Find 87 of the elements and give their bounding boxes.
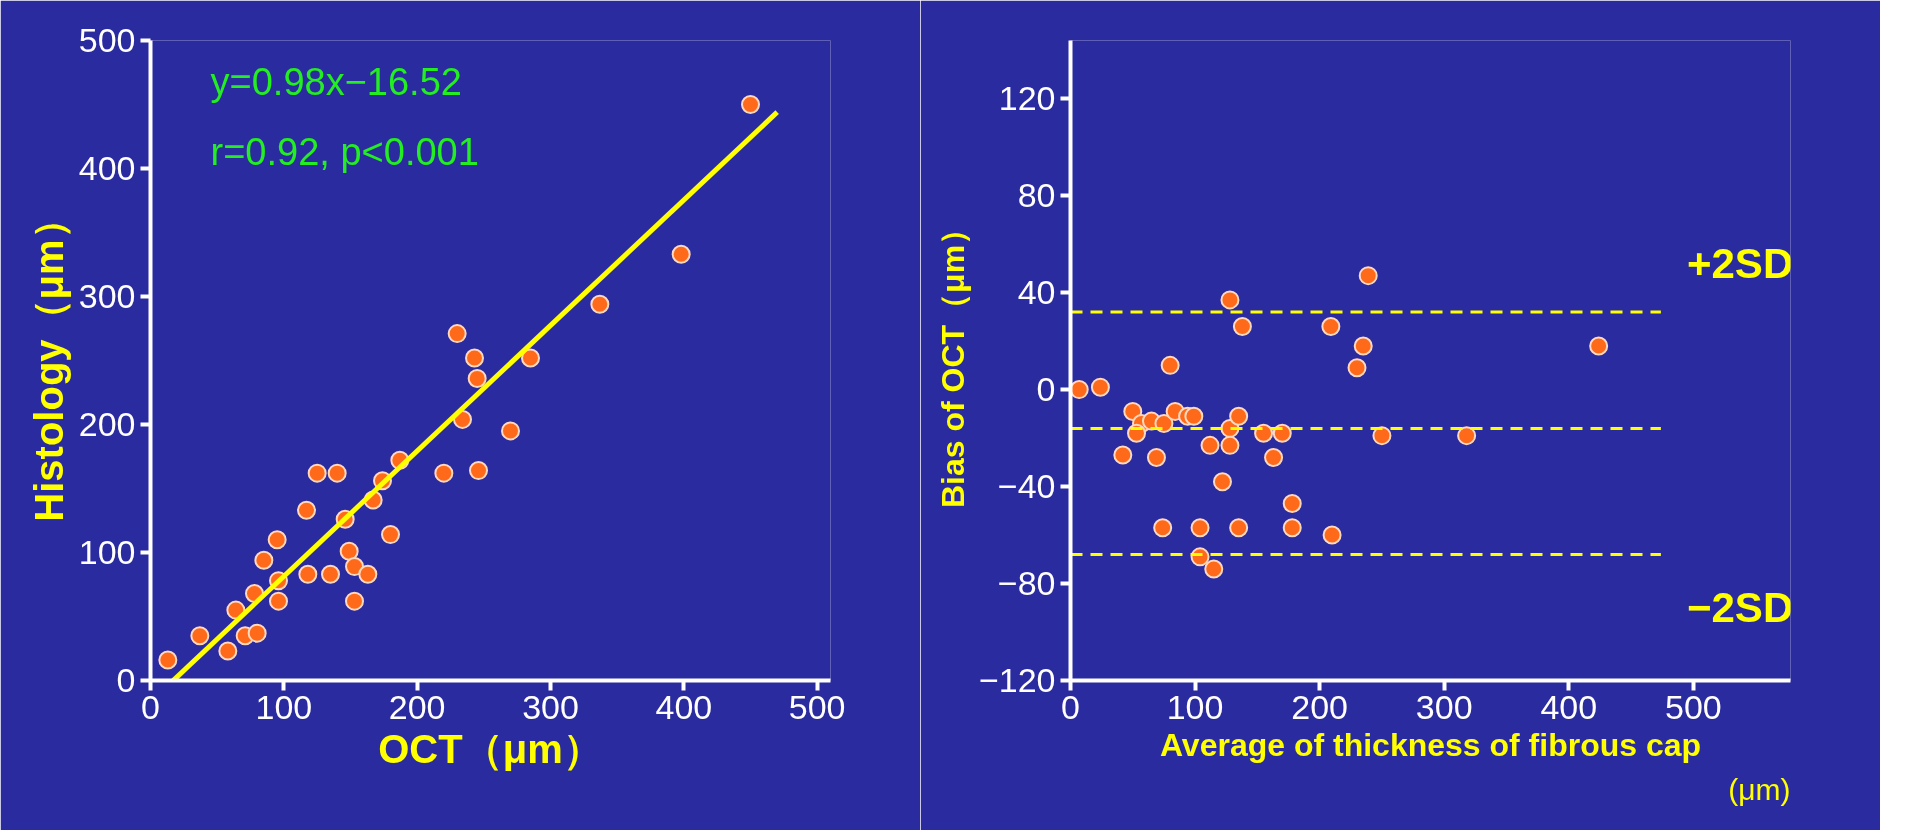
x-tick-label: 300 xyxy=(1415,687,1473,726)
point xyxy=(1070,380,1089,400)
x-axis-title: Average of thickness of fibrous cap xyxy=(1159,726,1702,763)
point xyxy=(1353,336,1373,356)
point xyxy=(1232,317,1252,337)
point xyxy=(1282,494,1302,514)
y-tick-label: −80 xyxy=(997,564,1056,603)
y-tick-label: 300 xyxy=(78,277,136,315)
y-tick-label: 200 xyxy=(78,405,136,443)
point xyxy=(1589,336,1609,356)
point xyxy=(254,550,274,570)
point xyxy=(1204,559,1224,579)
point xyxy=(1220,435,1240,455)
point xyxy=(327,463,347,483)
x-tick-label: 200 xyxy=(388,687,446,726)
point xyxy=(1212,472,1232,492)
point xyxy=(218,641,238,661)
point xyxy=(1220,290,1240,310)
x-tick-label: 500 xyxy=(1664,687,1722,726)
y-tick-label: −40 xyxy=(997,467,1056,506)
point xyxy=(469,461,488,481)
point xyxy=(1146,447,1166,467)
point xyxy=(447,324,467,344)
point xyxy=(1321,317,1341,337)
point xyxy=(1372,426,1392,446)
y-tick-label: 40 xyxy=(1017,273,1056,312)
y-axis-title: Bias of OCT（μm） xyxy=(934,212,971,509)
point xyxy=(590,294,610,314)
point xyxy=(467,368,487,388)
point xyxy=(358,564,378,584)
point xyxy=(298,564,318,584)
x-tick-label: 100 xyxy=(255,687,313,726)
point xyxy=(1113,445,1133,465)
x-tick-label: 500 xyxy=(788,687,846,726)
x-tick-label: 0 xyxy=(1061,687,1080,726)
point xyxy=(190,626,210,646)
y-tick-label: 120 xyxy=(998,79,1056,118)
point xyxy=(1254,423,1274,443)
point xyxy=(345,557,364,577)
point xyxy=(307,463,327,483)
point xyxy=(521,348,540,368)
y-axis-title: Histology（μm） xyxy=(26,199,71,522)
point xyxy=(1229,518,1249,538)
y-tick-label: 0 xyxy=(116,661,136,699)
point xyxy=(158,650,178,670)
point xyxy=(741,95,760,114)
y-tick-label: 400 xyxy=(78,149,136,187)
point xyxy=(267,530,287,550)
point xyxy=(1229,406,1249,426)
point xyxy=(269,591,288,611)
point xyxy=(1190,518,1210,538)
point xyxy=(1090,377,1110,397)
point xyxy=(345,591,364,611)
y-tick-label: 100 xyxy=(78,533,136,571)
annotation: r=0.92, p<0.001 xyxy=(210,130,479,173)
x-tick-label: 200 xyxy=(1291,687,1349,726)
point xyxy=(1264,447,1284,467)
y-tick-label: −120 xyxy=(978,661,1056,699)
point xyxy=(671,244,691,264)
y-tick-label: 0 xyxy=(1036,370,1056,409)
x-tick-label: 300 xyxy=(522,687,579,726)
point xyxy=(1358,266,1378,286)
text: (μm) xyxy=(1728,772,1791,806)
x-axis-title: OCT（μm） xyxy=(378,726,603,771)
point xyxy=(297,500,316,520)
point xyxy=(1184,406,1204,426)
x-tick-label: 400 xyxy=(1540,687,1598,726)
point xyxy=(465,348,484,368)
point xyxy=(339,541,359,561)
x-tick-label: 100 xyxy=(1166,687,1224,726)
point xyxy=(1153,518,1173,538)
point xyxy=(1200,435,1220,455)
point xyxy=(321,564,340,584)
y-tick-label: 80 xyxy=(1017,176,1056,215)
point xyxy=(247,623,267,643)
point xyxy=(1160,355,1180,375)
annotation: y=0.98x−16.52 xyxy=(210,60,462,103)
point xyxy=(501,421,520,441)
point xyxy=(434,463,454,483)
x-tick-label: 400 xyxy=(655,687,713,726)
point xyxy=(1322,525,1342,545)
point xyxy=(1457,426,1477,446)
x-tick-label: 0 xyxy=(141,687,160,726)
y-tick-label: 500 xyxy=(78,21,136,59)
point xyxy=(1282,518,1302,538)
point xyxy=(381,525,400,545)
point xyxy=(1347,358,1367,378)
